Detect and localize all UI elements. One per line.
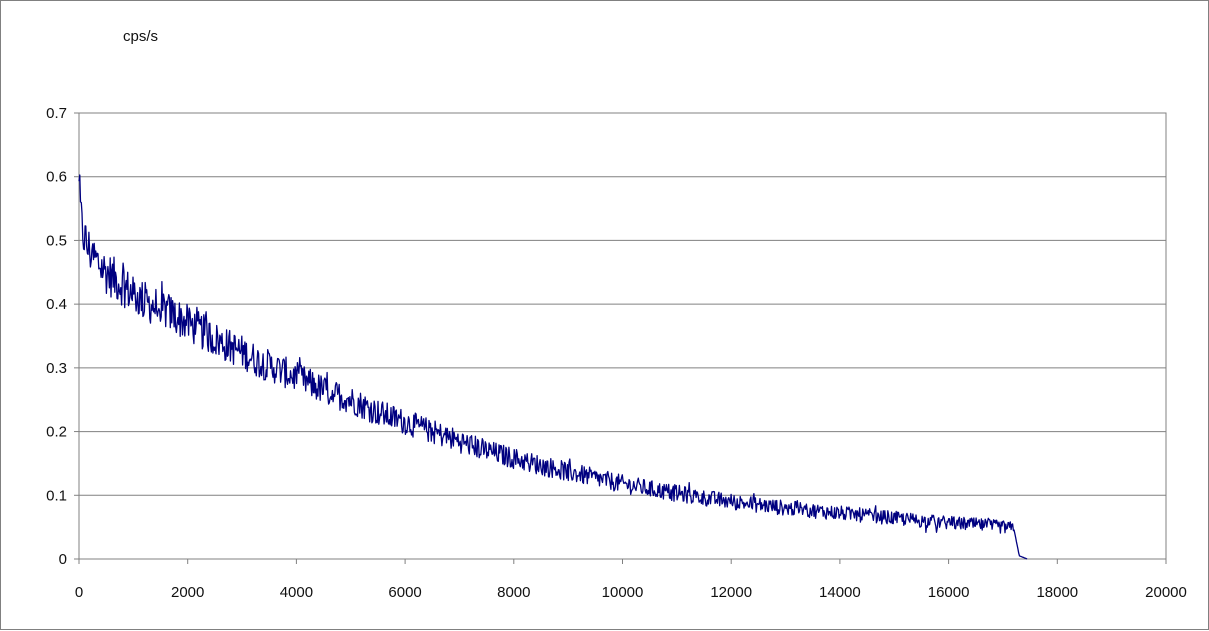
series-line: [78, 174, 1028, 560]
x-tick-label: 18000: [1036, 584, 1078, 601]
x-tick-label: 8000: [497, 584, 530, 601]
y-tick-label: 0: [59, 551, 67, 568]
x-tick-label: 10000: [602, 584, 644, 601]
y-tick-label: 0.6: [46, 169, 67, 186]
x-tick-label: 16000: [928, 584, 970, 601]
x-tick-label: 4000: [280, 584, 313, 601]
x-tick-label: 2000: [171, 584, 204, 601]
y-tick-label: 0.5: [46, 232, 67, 249]
y-axis-unit-label: cps/s: [123, 28, 158, 45]
y-tick-label: 0.3: [46, 360, 67, 377]
y-tick-label: 0.2: [46, 424, 67, 441]
x-tick-label: 20000: [1145, 584, 1187, 601]
x-axis-ticks: 0 2000 4000 6000 8000 10000 12000 14000 16000 180…: [75, 559, 1187, 601]
x-tick-label: 6000: [388, 584, 421, 601]
x-tick-label: 12000: [710, 584, 752, 601]
y-tick-label: 0.7: [46, 105, 67, 122]
series-layer: [78, 174, 1028, 560]
y-tick-label: 0.1: [46, 487, 67, 504]
y-axis-ticks: 0 0.1 0.2 0.3 0.4 0.5 0.6 0.7: [46, 105, 79, 568]
y-tick-label: 0.4: [46, 296, 67, 313]
x-tick-label: 14000: [819, 584, 861, 601]
x-tick-label: 0: [75, 584, 83, 601]
